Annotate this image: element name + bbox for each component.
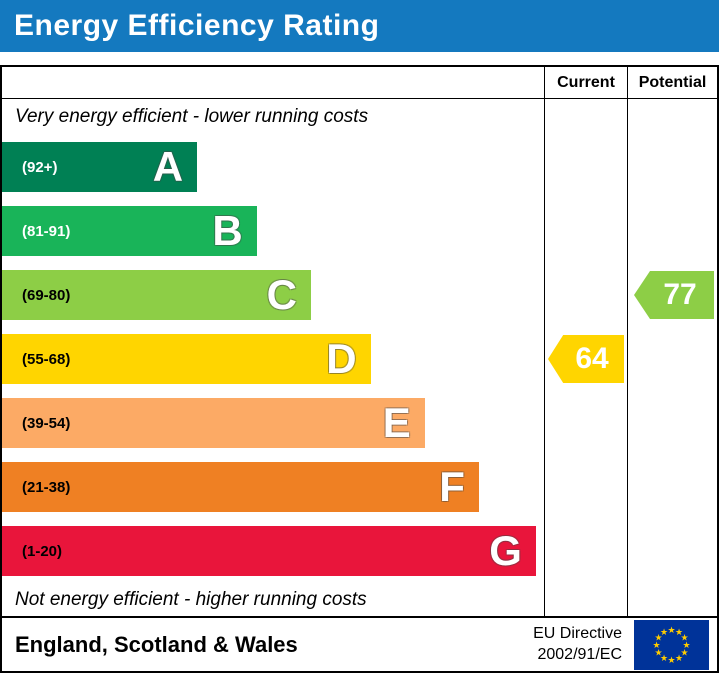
band-bar-e: (39-54) E	[2, 398, 425, 448]
potential-rating-value: 77	[663, 278, 697, 311]
current-column: 64	[544, 99, 627, 616]
band-letter: F	[439, 463, 465, 510]
chart-header-spacer	[2, 67, 544, 98]
band-range: (21-38)	[22, 478, 71, 496]
band-range: (69-80)	[22, 286, 71, 304]
title-banner: Energy Efficiency Rating	[0, 0, 719, 52]
svg-text:★: ★	[652, 641, 660, 651]
band-letter: G	[489, 527, 522, 574]
rating-bars-column: Very energy efficient - lower running co…	[2, 99, 544, 616]
svg-text:★: ★	[675, 654, 683, 664]
svg-text:★: ★	[680, 648, 688, 658]
top-note: Very energy efficient - lower running co…	[15, 106, 369, 127]
band-range: (39-54)	[22, 414, 71, 432]
band-bar-g: (1-20) G	[2, 526, 536, 576]
svg-text:★: ★	[667, 656, 675, 666]
band-row: (1-20) G	[2, 519, 544, 583]
potential-column-header: Potential	[627, 67, 717, 98]
page-title: Energy Efficiency Rating	[14, 9, 380, 42]
current-rating-pointer: 64	[548, 335, 624, 383]
band-bar-f: (21-38) F	[2, 462, 479, 512]
svg-text:★: ★	[660, 628, 668, 638]
band-range: (1-20)	[22, 542, 63, 560]
current-rating-value: 64	[575, 342, 609, 375]
band-bar-c: (69-80) C	[2, 270, 311, 320]
band-letter: A	[152, 143, 184, 190]
band-bar-a: (92+) A	[2, 142, 198, 192]
table-body: Very energy efficient - lower running co…	[2, 99, 717, 616]
svg-text:★: ★	[660, 654, 668, 664]
bottom-note: Not energy efficient - higher running co…	[15, 588, 367, 610]
band-row: (69-80) C	[2, 263, 544, 327]
band-letter: D	[326, 335, 357, 382]
table-header-row: Current Potential	[2, 67, 717, 99]
svg-text:★: ★	[654, 633, 662, 643]
band-row: (21-38) F	[2, 455, 544, 519]
band-row: (39-54) E	[2, 391, 544, 455]
svg-text:★: ★	[682, 641, 690, 651]
band-row: (81-91) B	[2, 199, 544, 263]
footer: England, Scotland & Wales EU Directive 2…	[2, 616, 717, 671]
svg-text:★: ★	[680, 633, 688, 643]
band-row: (55-68) D	[2, 327, 544, 391]
eu-directive-line2: 2002/91/EC	[537, 645, 622, 663]
svg-text:★: ★	[667, 626, 675, 636]
band-range: (81-91)	[22, 222, 71, 240]
band-range: (92+)	[22, 158, 58, 176]
eu-directive-line1: EU Directive	[533, 624, 622, 642]
band-letter: E	[382, 399, 411, 446]
svg-text:★: ★	[675, 628, 683, 638]
band-letter: C	[266, 271, 297, 318]
eu-flag-icon: ★ ★ ★ ★ ★ ★ ★ ★ ★ ★ ★ ★	[634, 619, 709, 670]
band-bar-d: (55-68) D	[2, 334, 371, 384]
eu-directive-label: EU Directive 2002/91/EC	[533, 624, 622, 666]
region-label: England, Scotland & Wales	[15, 631, 298, 657]
band-row: (92+) A	[2, 135, 544, 199]
band-letter: B	[212, 207, 243, 254]
current-column-header: Current	[544, 67, 627, 98]
potential-rating-pointer: 77	[634, 271, 714, 319]
svg-text:★: ★	[654, 648, 662, 658]
band-bar-b: (81-91) B	[2, 206, 257, 256]
epc-chart: Current Potential Very energy efficient …	[0, 65, 719, 673]
band-range: (55-68)	[22, 350, 71, 368]
potential-column: 77	[627, 99, 717, 616]
